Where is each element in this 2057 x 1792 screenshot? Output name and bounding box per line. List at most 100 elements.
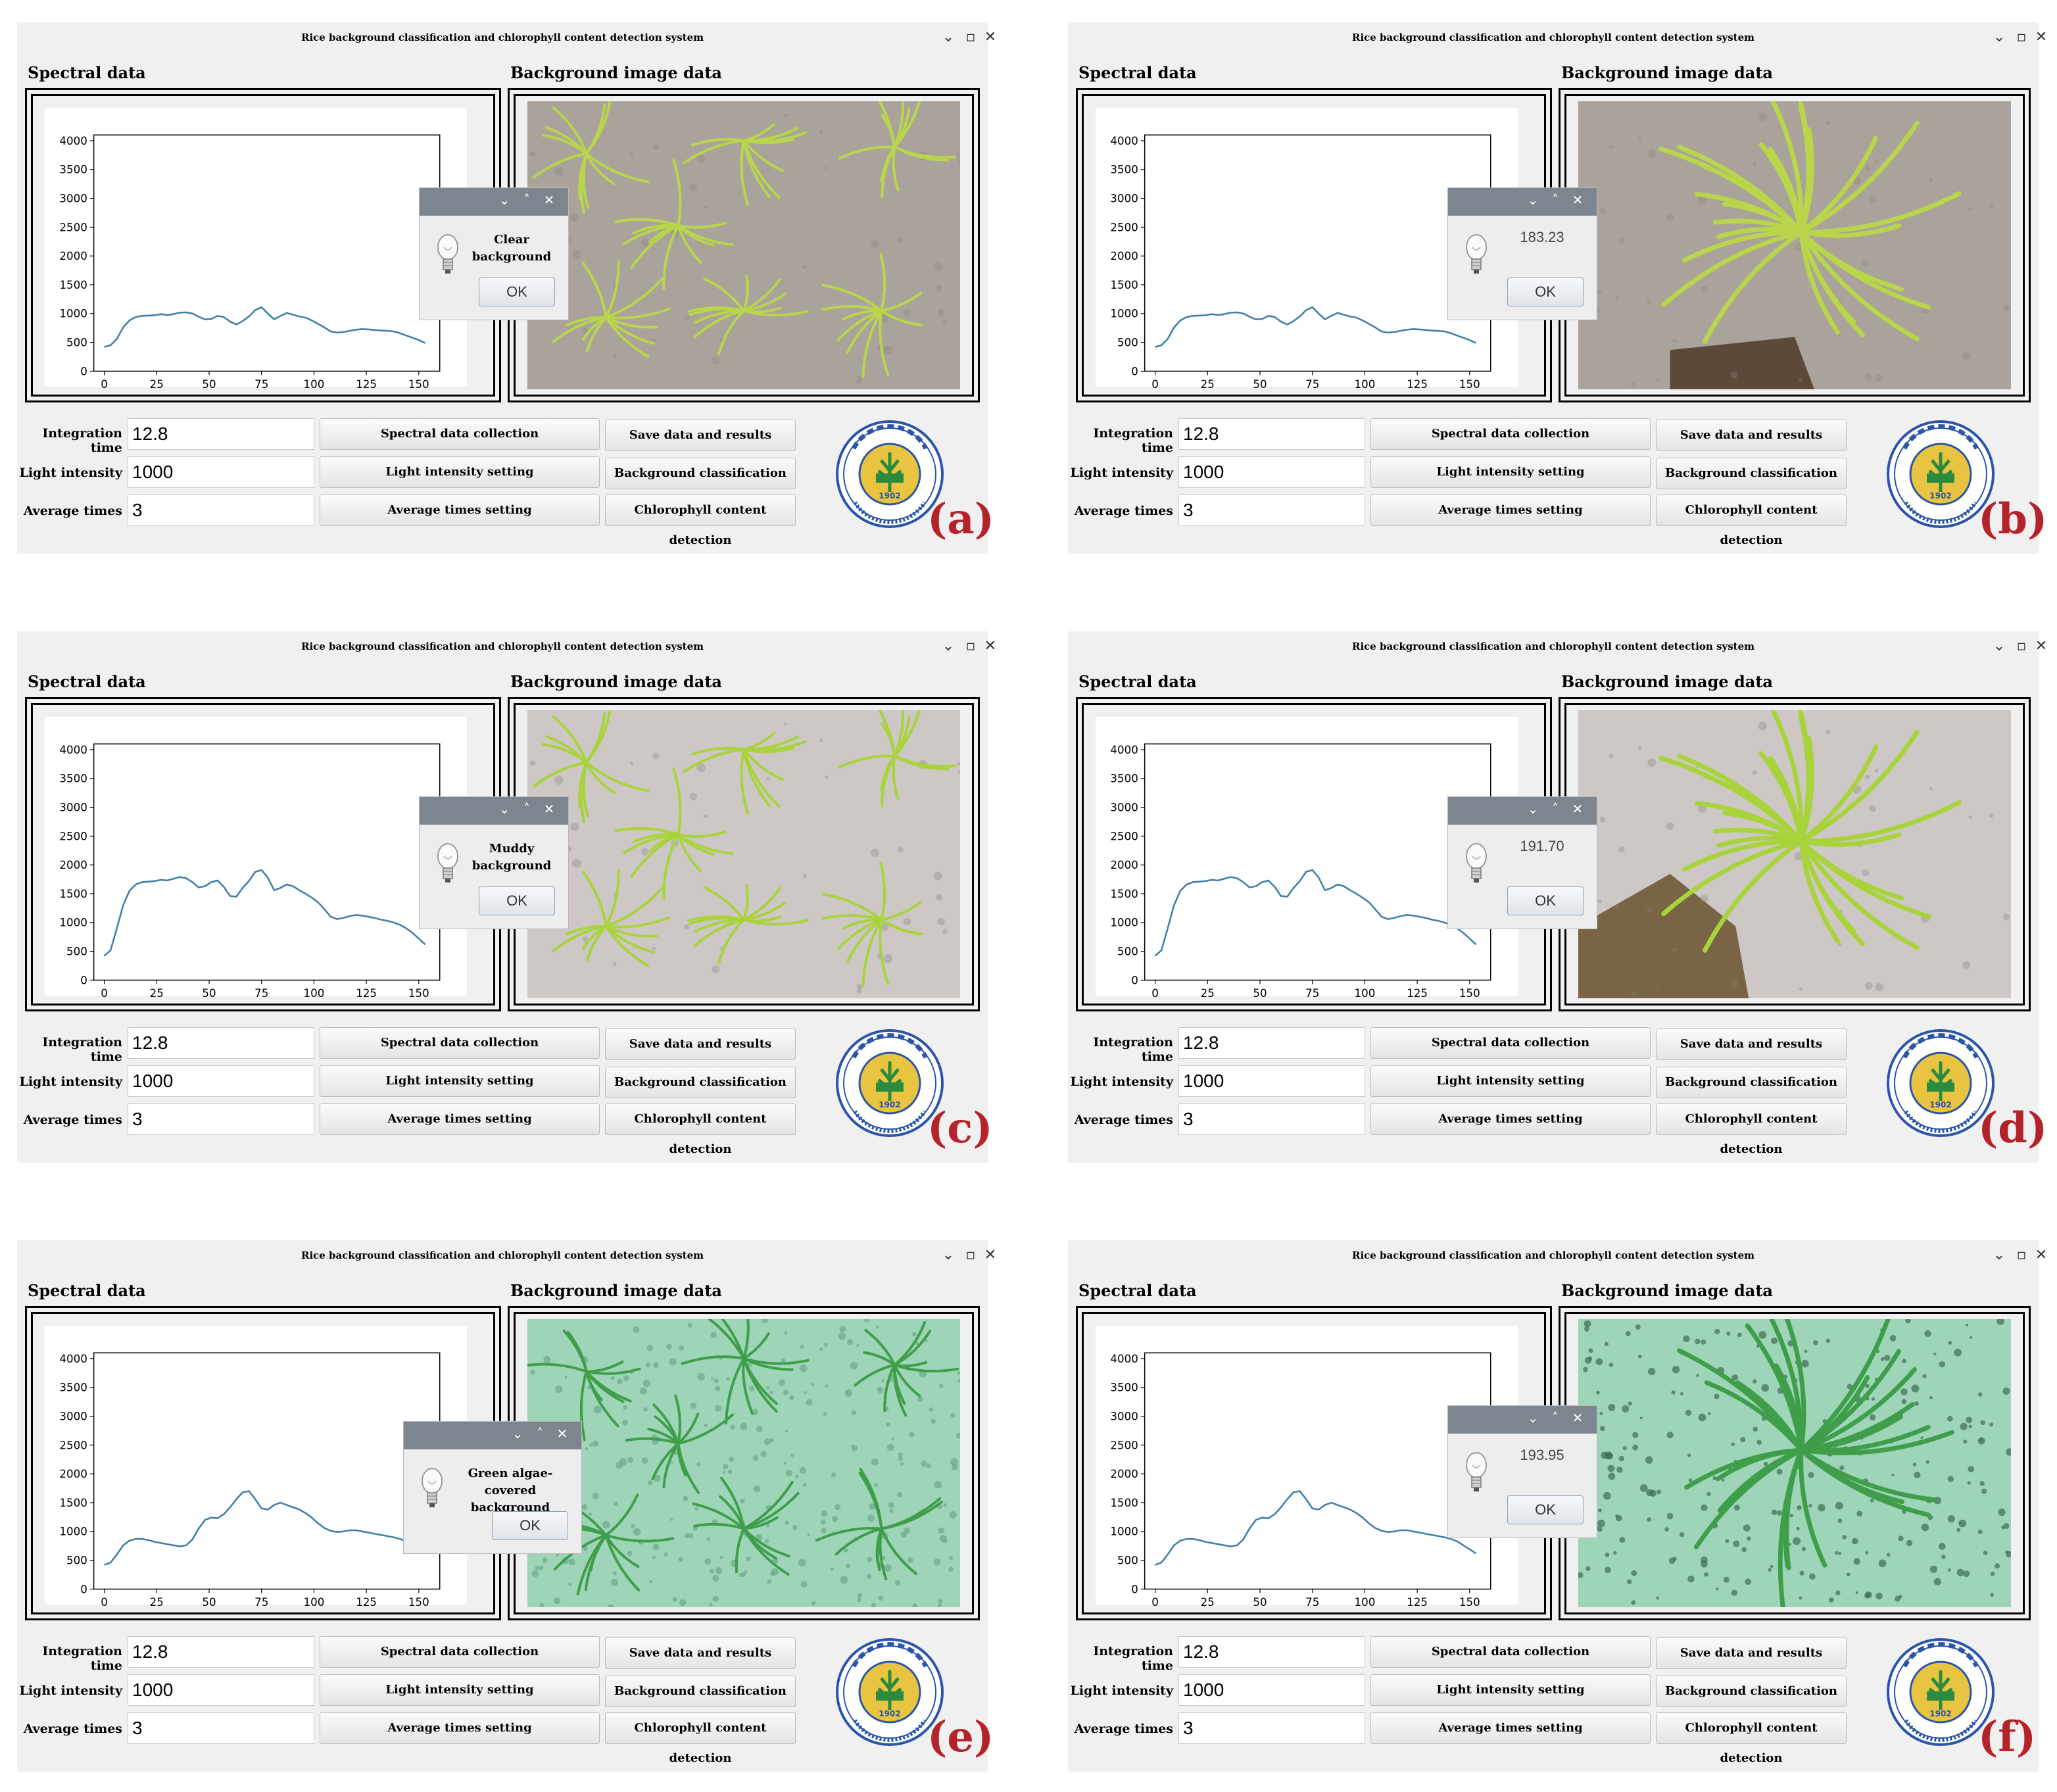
average-times-setting-button[interactable]: Average times setting <box>1370 1712 1651 1744</box>
ok-button[interactable]: OK <box>1507 1495 1584 1524</box>
light-intensity-field[interactable]: 1000 <box>1178 456 1365 488</box>
spectrum-line <box>1154 869 1477 957</box>
minimize-icon[interactable]: ⌄ <box>1993 29 2006 45</box>
close-icon[interactable]: ✕ <box>984 638 997 654</box>
average-times-field[interactable]: 3 <box>128 1712 314 1744</box>
dialog-expand-icon[interactable]: ˄ <box>1552 801 1559 817</box>
dialog-collapse-icon[interactable]: ⌄ <box>1527 801 1539 817</box>
average-times-field[interactable]: 3 <box>128 1103 314 1135</box>
integration-time-field[interactable]: 12.8 <box>128 1027 314 1059</box>
average-times-setting-button[interactable]: Average times setting <box>320 1712 600 1744</box>
chlorophyll-detection-button[interactable]: Chlorophyll content detection <box>605 495 796 547</box>
minimize-icon[interactable]: ⌄ <box>942 29 955 45</box>
chlorophyll-detection-button[interactable]: Chlorophyll content detection <box>1656 495 1847 547</box>
save-data-button[interactable]: Save data and results <box>605 420 796 451</box>
average-times-field[interactable]: 3 <box>1178 1103 1365 1135</box>
save-data-button[interactable]: Save data and results <box>1656 420 1847 451</box>
dialog-expand-icon[interactable]: ˄ <box>1552 192 1559 208</box>
average-times-setting-button[interactable]: Average times setting <box>1370 1103 1651 1135</box>
spectral-data-collection-button[interactable]: Spectral data collection <box>320 1027 600 1059</box>
chlorophyll-detection-button[interactable]: Chlorophyll content detection <box>1656 1712 1847 1765</box>
dialog-collapse-icon[interactable]: ⌄ <box>498 801 510 817</box>
average-times-field[interactable]: 3 <box>1178 495 1365 526</box>
x-tick-label: 150 <box>1459 378 1480 391</box>
minimize-icon[interactable]: ⌄ <box>1993 1247 2006 1263</box>
light-intensity-field[interactable]: 1000 <box>1178 1674 1365 1706</box>
spectral-data-collection-button[interactable]: Spectral data collection <box>320 418 600 450</box>
average-times-setting-button[interactable]: Average times setting <box>320 495 600 526</box>
minimize-icon[interactable]: ⌄ <box>1993 638 2006 654</box>
background-classification-button[interactable]: Background classification <box>1656 1676 1847 1707</box>
light-intensity-setting-button[interactable]: Light intensity setting <box>1370 456 1651 488</box>
minimize-icon[interactable]: ⌄ <box>942 638 955 654</box>
close-icon[interactable]: ✕ <box>2035 1247 2048 1263</box>
dialog-collapse-icon[interactable]: ⌄ <box>512 1426 523 1441</box>
dialog-collapse-icon[interactable]: ⌄ <box>498 192 510 208</box>
ok-button[interactable]: OK <box>1507 886 1584 915</box>
ok-button[interactable]: OK <box>1507 278 1584 306</box>
maximize-icon[interactable]: ▫ <box>2016 29 2027 45</box>
close-icon[interactable]: ✕ <box>2035 638 2048 654</box>
light-intensity-setting-button[interactable]: Light intensity setting <box>1370 1674 1651 1706</box>
maximize-icon[interactable]: ▫ <box>965 29 976 45</box>
background-classification-button[interactable]: Background classification <box>605 1067 796 1098</box>
light-intensity-setting-button[interactable]: Light intensity setting <box>320 1674 600 1706</box>
chlorophyll-detection-button[interactable]: Chlorophyll content detection <box>1656 1103 1847 1156</box>
background-classification-button[interactable]: Background classification <box>605 458 796 489</box>
close-icon[interactable]: ✕ <box>984 1247 997 1263</box>
light-intensity-field[interactable]: 1000 <box>1178 1065 1365 1097</box>
integration-time-field[interactable]: 12.8 <box>128 418 314 450</box>
integration-time-field[interactable]: 12.8 <box>1178 1636 1365 1668</box>
average-times-field[interactable]: 3 <box>128 495 314 526</box>
maximize-icon[interactable]: ▫ <box>2016 1247 2027 1263</box>
average-times-setting-button[interactable]: Average times setting <box>1370 495 1651 526</box>
spectral-data-collection-button[interactable]: Spectral data collection <box>1370 418 1651 450</box>
light-intensity-field[interactable]: 1000 <box>128 456 314 488</box>
save-data-button[interactable]: Save data and results <box>1656 1029 1847 1060</box>
background-classification-button[interactable]: Background classification <box>1656 458 1847 489</box>
save-data-button[interactable]: Save data and results <box>605 1637 796 1669</box>
average-times-field[interactable]: 3 <box>1178 1712 1365 1744</box>
integration-time-field[interactable]: 12.8 <box>1178 418 1365 450</box>
integration-time-field[interactable]: 12.8 <box>1178 1027 1365 1059</box>
close-icon[interactable]: ✕ <box>2035 29 2048 45</box>
light-intensity-setting-button[interactable]: Light intensity setting <box>320 456 600 488</box>
light-intensity-field[interactable]: 1000 <box>128 1674 314 1706</box>
integration-time-field[interactable]: 12.8 <box>128 1636 314 1668</box>
dialog-expand-icon[interactable]: ˄ <box>1552 1410 1559 1426</box>
light-intensity-setting-button[interactable]: Light intensity setting <box>1370 1065 1651 1097</box>
dialog-collapse-icon[interactable]: ⌄ <box>1527 192 1539 208</box>
maximize-icon[interactable]: ▫ <box>2016 638 2027 654</box>
background-classification-button[interactable]: Background classification <box>605 1676 796 1707</box>
dialog-collapse-icon[interactable]: ⌄ <box>1527 1410 1539 1426</box>
light-intensity-setting-button[interactable]: Light intensity setting <box>320 1065 600 1097</box>
close-icon[interactable]: ✕ <box>984 29 997 45</box>
minimize-icon[interactable]: ⌄ <box>942 1247 955 1263</box>
dialog-close-icon[interactable]: ✕ <box>556 1426 568 1441</box>
ok-button[interactable]: OK <box>492 1511 568 1540</box>
chlorophyll-detection-button[interactable]: Chlorophyll content detection <box>605 1712 796 1765</box>
spectral-data-collection-button[interactable]: Spectral data collection <box>1370 1027 1651 1059</box>
dialog-close-icon[interactable]: ✕ <box>543 801 555 817</box>
maximize-icon[interactable]: ▫ <box>965 638 976 654</box>
background-classification-button[interactable]: Background classification <box>1656 1067 1847 1098</box>
dialog-close-icon[interactable]: ✕ <box>543 192 555 208</box>
ok-button[interactable]: OK <box>479 278 555 306</box>
average-times-setting-button[interactable]: Average times setting <box>320 1103 600 1135</box>
light-intensity-field[interactable]: 1000 <box>128 1065 314 1097</box>
dialog-expand-icon[interactable]: ˄ <box>537 1426 543 1441</box>
dialog-expand-icon[interactable]: ˄ <box>523 192 530 208</box>
dialog-close-icon[interactable]: ✕ <box>1572 801 1584 817</box>
university-logo: 1902 <box>836 1029 944 1137</box>
dialog-expand-icon[interactable]: ˄ <box>523 801 530 817</box>
dialog-close-icon[interactable]: ✕ <box>1572 1410 1584 1426</box>
maximize-icon[interactable]: ▫ <box>965 1247 976 1263</box>
ok-button[interactable]: OK <box>479 886 555 915</box>
chlorophyll-detection-button[interactable]: Chlorophyll content detection <box>605 1103 796 1156</box>
dialog-close-icon[interactable]: ✕ <box>1572 192 1584 208</box>
save-data-button[interactable]: Save data and results <box>1656 1637 1847 1669</box>
spectral-data-collection-button[interactable]: Spectral data collection <box>1370 1636 1651 1668</box>
spectral-data-collection-button[interactable]: Spectral data collection <box>320 1636 600 1668</box>
save-data-button[interactable]: Save data and results <box>605 1029 796 1060</box>
light-intensity-label: Light intensity <box>19 1683 122 1698</box>
